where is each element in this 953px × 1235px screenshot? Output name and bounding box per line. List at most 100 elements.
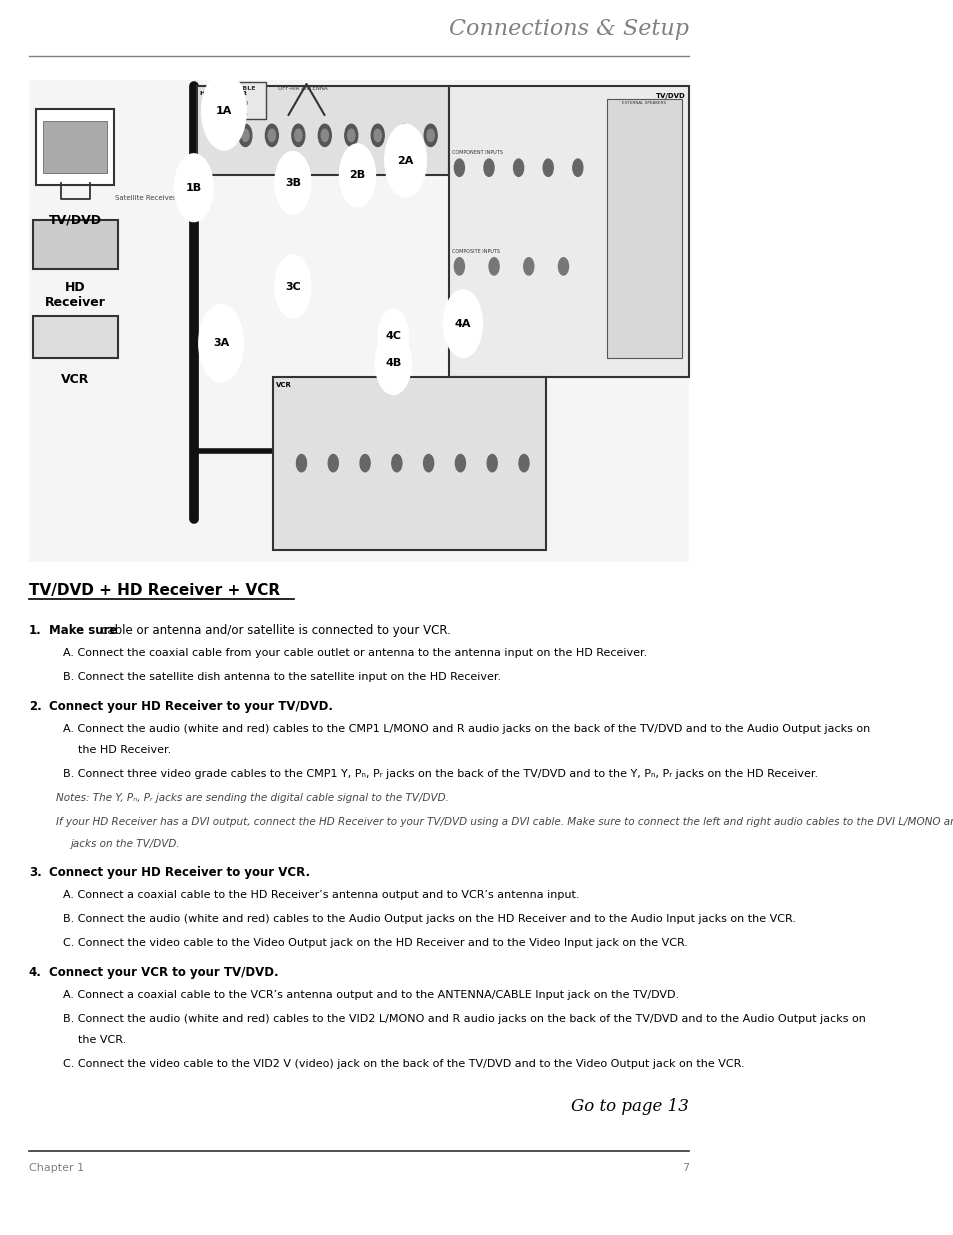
Text: A. Connect the audio (white and red) cables to the CMP1 L/MONO and R audio jacks: A. Connect the audio (white and red) cab… [63,724,869,734]
Circle shape [572,159,582,177]
FancyBboxPatch shape [197,86,448,175]
Text: 7: 7 [681,1163,688,1173]
Circle shape [359,454,370,472]
Text: Connect your HD Receiver to your VCR.: Connect your HD Receiver to your VCR. [49,866,310,878]
Text: COMPONENT INPUTS: COMPONENT INPUTS [452,151,502,156]
Text: B. Connect three video grade cables to the CMP1 Y, Pₙ, Pᵣ jacks on the back of t: B. Connect three video grade cables to t… [63,769,818,779]
FancyBboxPatch shape [273,377,545,550]
Circle shape [442,289,482,358]
Circle shape [518,454,529,472]
Text: 4.: 4. [29,966,42,978]
Circle shape [558,258,568,275]
Text: 3.: 3. [29,866,41,878]
Text: 3B: 3B [285,178,300,188]
Text: 1.: 1. [29,624,41,637]
Circle shape [513,159,523,177]
Circle shape [241,130,249,142]
Text: 4B: 4B [385,358,401,368]
Circle shape [265,125,278,147]
FancyBboxPatch shape [225,82,265,119]
Text: CABLE: CABLE [234,86,256,91]
Circle shape [215,130,222,142]
Text: A. Connect a coaxial cable to the HD Receiver’s antenna output and to VCR’s ante: A. Connect a coaxial cable to the HD Rec… [63,889,579,899]
Circle shape [454,159,464,177]
Circle shape [489,258,498,275]
Circle shape [483,159,494,177]
Text: 1A: 1A [215,106,232,116]
Text: the VCR.: the VCR. [77,1035,126,1045]
FancyBboxPatch shape [29,80,688,562]
Circle shape [318,125,331,147]
Circle shape [201,72,247,151]
Text: TV/DVD + HD Receiver + VCR: TV/DVD + HD Receiver + VCR [29,583,279,598]
Circle shape [338,143,375,207]
Text: 2A: 2A [397,156,414,165]
Circle shape [397,125,410,147]
Text: C. Connect the video cable to the Video Output jack on the HD Receiver and to th: C. Connect the video cable to the Video … [63,937,687,947]
Text: cable or antenna and/or satellite is connected to your VCR.: cable or antenna and/or satellite is con… [101,624,451,637]
Circle shape [542,159,553,177]
Circle shape [374,130,381,142]
Text: Chapter 1: Chapter 1 [29,1163,84,1173]
Circle shape [347,130,355,142]
Text: B. Connect the audio (white and red) cables to the VID2 L/MONO and R audio jacks: B. Connect the audio (white and red) cab… [63,1014,865,1024]
Text: Connect your VCR to your TV/DVD.: Connect your VCR to your TV/DVD. [49,966,278,978]
Circle shape [375,331,412,395]
Text: R: R [243,111,247,116]
Text: B. Connect the satellite dish antenna to the satellite input on the HD Receiver.: B. Connect the satellite dish antenna to… [63,672,500,682]
Text: Notes: The Y, Pₙ, Pᵣ jacks are sending the digital cable signal to the TV/DVD.: Notes: The Y, Pₙ, Pᵣ jacks are sending t… [56,793,449,804]
FancyBboxPatch shape [606,99,681,358]
Circle shape [198,304,244,383]
Text: B. Connect the audio (white and red) cables to the Audio Output jacks on the HD : B. Connect the audio (white and red) cab… [63,914,796,924]
Circle shape [423,454,434,472]
Circle shape [427,130,434,142]
FancyBboxPatch shape [448,86,688,377]
Text: A. Connect the coaxial cable from your cable outlet or antenna to the antenna in: A. Connect the coaxial cable from your c… [63,648,647,658]
Circle shape [384,124,427,198]
FancyBboxPatch shape [32,316,118,358]
FancyBboxPatch shape [36,109,114,185]
Text: Connect your HD Receiver to your TV/DVD.: Connect your HD Receiver to your TV/DVD. [49,699,333,713]
Text: If your HD Receiver has a DVI output, connect the HD Receiver to your TV/DVD usi: If your HD Receiver has a DVI output, co… [56,818,953,827]
Text: HD
Receiver: HD Receiver [45,280,106,309]
Circle shape [296,454,306,472]
Text: EXTERNAL SPEAKERS: EXTERNAL SPEAKERS [621,101,665,105]
Text: 3A: 3A [213,338,229,348]
Text: 2B: 2B [349,170,365,180]
Circle shape [328,454,338,472]
Circle shape [455,454,465,472]
Circle shape [377,309,409,363]
Circle shape [454,258,464,275]
Circle shape [424,125,436,147]
Text: HD RECEIVER: HD RECEIVER [200,91,247,96]
Text: VCR: VCR [276,382,292,388]
Text: COMPOSITE INPUTS: COMPOSITE INPUTS [452,249,499,254]
Circle shape [392,454,401,472]
Text: TV/DVD: TV/DVD [655,93,685,99]
Text: 2.: 2. [29,699,41,713]
Circle shape [294,130,301,142]
Circle shape [268,130,275,142]
Text: 1B: 1B [186,183,202,193]
FancyBboxPatch shape [44,121,107,173]
Circle shape [274,254,312,319]
Text: 4A: 4A [455,319,471,329]
Text: Make sure: Make sure [49,624,117,637]
Circle shape [344,125,357,147]
Text: Satellite Receiver: Satellite Receiver [115,195,175,200]
Text: Go to page 13: Go to page 13 [571,1098,688,1115]
Text: TV/DVD: TV/DVD [49,214,102,227]
Circle shape [321,130,328,142]
Circle shape [371,125,384,147]
Text: the HD Receiver.: the HD Receiver. [77,745,171,756]
Text: C. Connect the video cable to the VID2 V (video) jack on the back of the TV/DVD : C. Connect the video cable to the VID2 V… [63,1060,744,1070]
Circle shape [292,125,304,147]
Text: OFF-AIR ANTENNA: OFF-AIR ANTENNA [277,86,327,91]
Circle shape [487,454,497,472]
Text: VCR: VCR [61,373,90,387]
Circle shape [274,151,312,215]
FancyBboxPatch shape [32,220,118,268]
Text: A. Connect a coaxial cable to the VCR’s antenna output and to the ANTENNA/CABLE : A. Connect a coaxial cable to the VCR’s … [63,989,679,999]
Circle shape [523,258,534,275]
Text: O: O [243,101,248,106]
